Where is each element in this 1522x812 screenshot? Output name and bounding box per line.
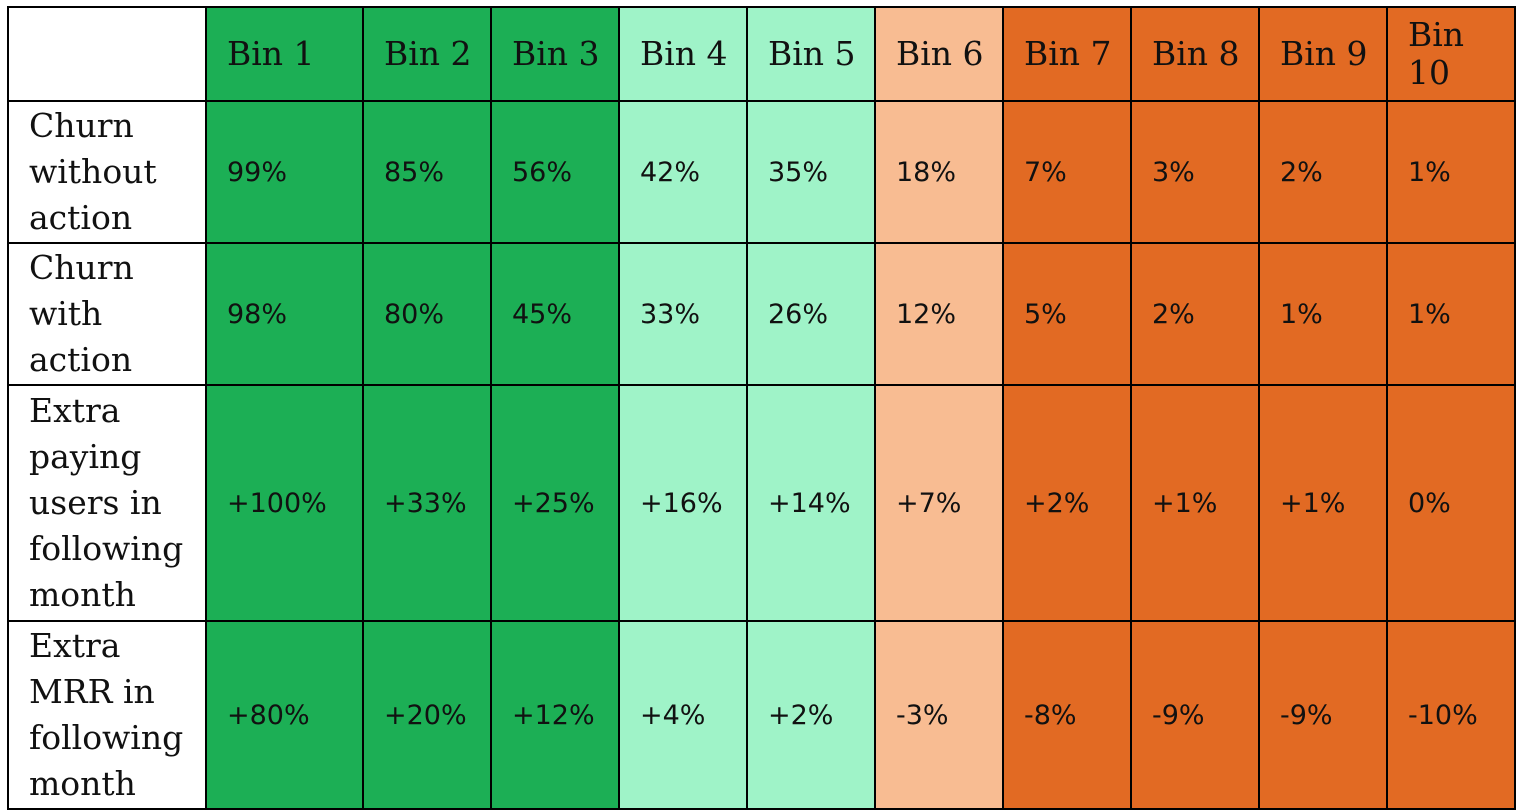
table-cell: +4% xyxy=(618,620,748,810)
table-cell: +2% xyxy=(1002,384,1132,622)
table-cell: -9% xyxy=(1130,620,1260,810)
table-cell: +1% xyxy=(1258,384,1388,622)
table-cell: +80% xyxy=(205,620,364,810)
column-header-bin-7: Bin 7 xyxy=(1002,6,1132,102)
table-cell: 85% xyxy=(362,100,492,244)
table-cell: +1% xyxy=(1130,384,1260,622)
table-cell: 26% xyxy=(746,242,876,386)
table-cell: +25% xyxy=(490,384,620,622)
column-header-bin-2: Bin 2 xyxy=(362,6,492,102)
column-header-bin-3: Bin 3 xyxy=(490,6,620,102)
table-cell: -10% xyxy=(1386,620,1516,810)
table-cell: -8% xyxy=(1002,620,1132,810)
table-cell: 3% xyxy=(1130,100,1260,244)
table-cell: +7% xyxy=(874,384,1004,622)
table-cell: 2% xyxy=(1130,242,1260,386)
table-cell: +16% xyxy=(618,384,748,622)
table-row: Churn with action 98% 80% 45% 33% 26% 12… xyxy=(7,242,1516,386)
table-cell: +20% xyxy=(362,620,492,810)
table-cell: 1% xyxy=(1386,100,1516,244)
table-cell: 0% xyxy=(1386,384,1516,622)
table-cell: 5% xyxy=(1002,242,1132,386)
table-cell: 2% xyxy=(1258,100,1388,244)
table-cell: -3% xyxy=(874,620,1004,810)
column-header-bin-4: Bin 4 xyxy=(618,6,748,102)
churn-bin-table: Bin 1 Bin 2 Bin 3 Bin 4 Bin 5 Bin 6 Bin … xyxy=(7,6,1516,810)
table-cell: 18% xyxy=(874,100,1004,244)
table-cell: 1% xyxy=(1386,242,1516,386)
column-header-bin-1: Bin 1 xyxy=(205,6,364,102)
table-cell: 56% xyxy=(490,100,620,244)
row-label: Extra paying users in following month xyxy=(7,384,207,622)
header-row: Bin 1 Bin 2 Bin 3 Bin 4 Bin 5 Bin 6 Bin … xyxy=(7,6,1516,102)
corner-cell xyxy=(7,6,207,102)
table-row: Extra MRR in following month +80% +20% +… xyxy=(7,620,1516,810)
table-cell: 7% xyxy=(1002,100,1132,244)
table-cell: 42% xyxy=(618,100,748,244)
column-header-bin-8: Bin 8 xyxy=(1130,6,1260,102)
table-cell: +2% xyxy=(746,620,876,810)
table-cell: 45% xyxy=(490,242,620,386)
table-cell: 98% xyxy=(205,242,364,386)
table-cell: 33% xyxy=(618,242,748,386)
row-label: Churn with action xyxy=(7,242,207,386)
row-label: Extra MRR in following month xyxy=(7,620,207,810)
table-row: Churn without action 99% 85% 56% 42% 35%… xyxy=(7,100,1516,244)
table-cell: 12% xyxy=(874,242,1004,386)
table-cell: +33% xyxy=(362,384,492,622)
table-cell: +12% xyxy=(490,620,620,810)
table-cell: +100% xyxy=(205,384,364,622)
table-cell: -9% xyxy=(1258,620,1388,810)
table-cell: 1% xyxy=(1258,242,1388,386)
table-cell: 99% xyxy=(205,100,364,244)
row-label: Churn without action xyxy=(7,100,207,244)
column-header-bin-5: Bin 5 xyxy=(746,6,876,102)
table-cell: +14% xyxy=(746,384,876,622)
table-row: Extra paying users in following month +1… xyxy=(7,384,1516,622)
column-header-bin-10: Bin 10 xyxy=(1386,6,1516,102)
table-cell: 35% xyxy=(746,100,876,244)
table-cell: 80% xyxy=(362,242,492,386)
column-header-bin-9: Bin 9 xyxy=(1258,6,1388,102)
column-header-bin-6: Bin 6 xyxy=(874,6,1004,102)
